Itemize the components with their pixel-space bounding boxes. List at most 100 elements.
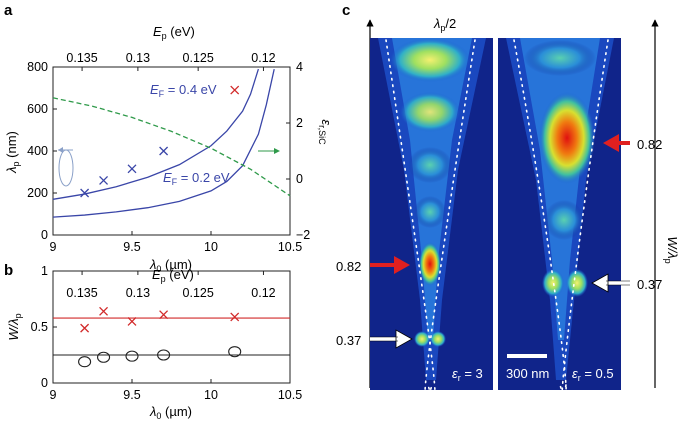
panel-b-x-axis-title: λ0 (µm) [149, 404, 192, 421]
panel-b: b Ep (eV) 0.135 0.13 0.125 0.12 9 9.5 10 10.5 … [4, 262, 302, 421]
panel-c-wavelength-label: λp/2 [433, 16, 456, 33]
panel-b-top-axis-title: Ep (eV) [152, 267, 194, 284]
x-tick-label: 9.5 [123, 388, 140, 402]
marker-x [99, 306, 109, 316]
marker-circle [97, 351, 111, 363]
panel-a-lines [52, 68, 291, 218]
x-tick-label: 9 [50, 240, 57, 254]
marker-circle [125, 350, 139, 362]
left-map-hotspot-037-left [414, 331, 430, 347]
top-tick-label: 0.125 [183, 51, 214, 65]
right-map-eps-label: εr = 0.5 [572, 366, 614, 383]
marker-x [159, 310, 169, 320]
top-tick-label: 0.12 [251, 286, 275, 300]
left-arrow-label-082: 0.82 [336, 259, 361, 274]
marker-circle [157, 349, 171, 361]
y2-tick-label: −2 [296, 228, 310, 242]
panel-a-letter: a [4, 2, 13, 19]
panel-c-letter: c [342, 2, 350, 19]
marker-circle [78, 356, 92, 368]
panel-a-top-ticks: 0.135 0.13 0.125 0.12 [66, 51, 276, 71]
y-tick-label: 1 [41, 264, 48, 278]
panel-b-y-axis-title: W/λp [6, 313, 23, 340]
right-map-boundary-right [561, 39, 609, 398]
right-map-hotspot-037-left [542, 269, 564, 297]
x-tick-label: 10 [204, 240, 218, 254]
y-tick-label: 400 [27, 144, 48, 158]
panel-a-y-axis-title: λp (nm) [4, 131, 21, 174]
panel-a-y-ticks: 0 200 400 600 800 [27, 60, 57, 242]
y-tick-label: 0 [41, 376, 48, 390]
panel-c-left-map: εr = 3 [370, 38, 493, 402]
panel-a-left-axis-arrowhead [58, 147, 63, 153]
left-arrow-037-head [395, 329, 413, 349]
left-map-boundary-right [424, 39, 476, 402]
panel-c-right-map: 300 nm εr = 0.5 [498, 38, 621, 398]
left-map-eps-label: εr = 3 [452, 366, 483, 383]
x-tick-label: 9.5 [123, 240, 140, 254]
x-tick-label: 10.5 [278, 388, 302, 402]
panel-a-y2-axis-title: εr,SiC [317, 119, 334, 145]
panel-a-axis-indicator-ellipse [58, 149, 74, 187]
y-tick-label: 0 [41, 228, 48, 242]
marker-x [127, 316, 137, 326]
panel-a-series-label-02: EF = 0.2 eV [163, 170, 230, 187]
right-map-scalebar [507, 354, 547, 358]
top-tick-label: 0.13 [126, 286, 150, 300]
dispersion-curve-1 [52, 68, 275, 218]
y-tick-label: 800 [27, 60, 48, 74]
marker-x [80, 323, 90, 333]
y2-tick-label: 0 [296, 172, 303, 186]
top-tick-label: 0.135 [66, 286, 97, 300]
marker-x [99, 175, 109, 185]
right-arrow-082-head [603, 134, 619, 152]
left-map-lobe-2 [400, 92, 460, 132]
panel-c-side-axis-label: W/λp [663, 236, 680, 263]
right-arrow-037-head [591, 273, 609, 293]
panel-a-series-label-04: EF = 0.4 eV [150, 82, 217, 99]
panel-a-x-axis-title: λ0 (µm) [149, 257, 192, 274]
x-tick-label: 10 [204, 388, 218, 402]
marker-x [230, 312, 240, 322]
left-map-hotspot-082 [419, 242, 441, 286]
left-map-lobe-4 [414, 196, 446, 228]
panel-b-top-ticks: 0.135 0.13 0.125 0.12 [66, 271, 276, 300]
right-arrow-label-037: 0.37 [637, 277, 662, 292]
panel-a-top-axis-title: Ep (eV) [153, 24, 195, 41]
x-tick-label: 10.5 [278, 240, 302, 254]
panel-c: c λp/2 εr = 3 [336, 2, 680, 402]
panel-a: a Ep (eV) 0.135 0.13 0.125 0.12 9 9.5 10 10.5 … [4, 2, 334, 274]
left-map-hotspot-037-right [430, 331, 446, 347]
right-arrow-037-outline [606, 280, 630, 286]
marker-x [230, 85, 240, 95]
y-tick-label: 200 [27, 186, 48, 200]
panel-b-hlines [53, 317, 290, 356]
panel-b-y-ticks: 00.51 [31, 264, 57, 390]
top-tick-label: 0.13 [126, 51, 150, 65]
marker-x [127, 164, 137, 174]
panel-a-right-axis-arrowhead [274, 148, 280, 154]
panel-b-letter: b [4, 262, 13, 279]
panel-a-markers [80, 85, 240, 198]
x-tick-label: 9 [50, 388, 57, 402]
panel-b-markers [78, 306, 242, 368]
right-map-lobe-1 [524, 40, 596, 76]
left-arrow-label-037: 0.37 [336, 333, 361, 348]
right-map-hotspot-082 [539, 92, 595, 184]
eps-sic-curve [52, 97, 291, 197]
dispersion-curve-0 [52, 68, 260, 200]
panel-a-x-ticks: 9 9.5 10 10.5 [50, 231, 302, 254]
top-tick-label: 0.12 [251, 51, 275, 65]
right-arrow-label-082: 0.82 [637, 137, 662, 152]
left-arrow-082-head [394, 256, 410, 274]
y-tick-label: 600 [27, 102, 48, 116]
panel-b-x-ticks: 9 9.5 10 10.5 [50, 379, 302, 402]
top-tick-label: 0.135 [66, 51, 97, 65]
left-arrow-037-outline [370, 336, 398, 342]
right-map-lobe-2 [544, 200, 584, 240]
marker-circle [228, 346, 242, 358]
right-map-scalebar-label: 300 nm [506, 366, 549, 381]
marker-x [80, 188, 90, 198]
right-map-boundary-left [513, 39, 567, 398]
